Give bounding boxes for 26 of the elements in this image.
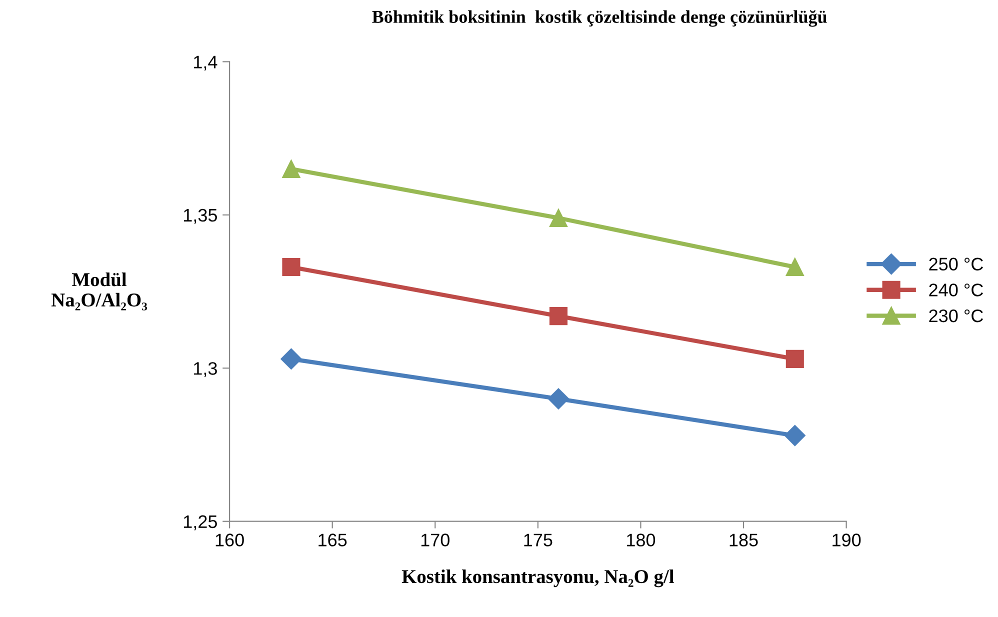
point	[786, 350, 804, 368]
y-tick-label: 1,4	[194, 56, 218, 71]
point	[282, 160, 300, 178]
x-tick-label: 180	[627, 534, 656, 546]
x-tick-label: 170	[421, 534, 450, 546]
point	[786, 258, 804, 276]
point	[282, 258, 300, 276]
chart-title: Böhmitik boksitinin kostik çözeltisinde denge çözünürlüğü	[372, 10, 827, 27]
y-axis-title: Modül Na₂O/Al₂O₃	[51, 272, 148, 310]
x-tick-label: 160	[216, 534, 244, 546]
point	[784, 425, 806, 446]
x-tick-label: 185	[730, 534, 758, 546]
y-tick-label: 1,25	[184, 515, 217, 530]
x-tick-label: 190	[832, 534, 861, 546]
point	[548, 388, 569, 410]
legend-label: 250 °C	[929, 258, 984, 271]
point	[549, 307, 568, 326]
x-tick-label: 165	[318, 534, 347, 546]
x-axis-title: Kostik konsantrasyonu, Na₂O g/l	[402, 569, 674, 588]
y-tick-label: 1,3	[194, 362, 217, 377]
legend-label: 240 °C	[929, 284, 984, 296]
x-tick-label: 175	[524, 534, 552, 546]
point	[280, 348, 302, 370]
y-tick-label: 1,35	[184, 208, 217, 224]
point	[549, 208, 568, 228]
legend-label: 230 °C	[929, 309, 984, 322]
